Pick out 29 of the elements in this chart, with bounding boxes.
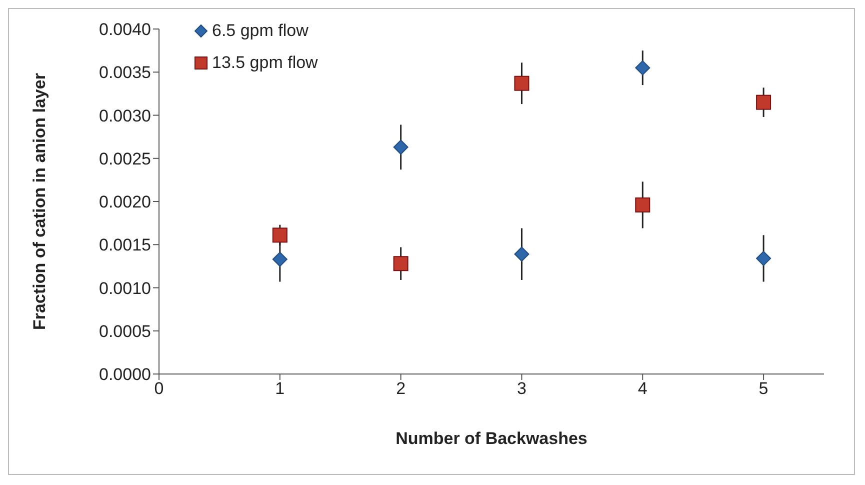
point bbox=[393, 140, 408, 155]
legend-label: 13.5 gpm flow bbox=[212, 53, 318, 73]
y-tick-label: 0.0015 bbox=[99, 236, 151, 255]
y-tick-label: 0.0025 bbox=[99, 149, 151, 168]
point bbox=[514, 76, 530, 91]
point bbox=[635, 197, 650, 212]
legend-label: 6.5 gpm flow bbox=[212, 21, 308, 41]
y-tick-label: 0.0035 bbox=[99, 63, 151, 82]
point bbox=[635, 60, 650, 76]
y-tick-label: 0.0020 bbox=[99, 192, 151, 212]
point bbox=[756, 94, 772, 110]
x-axis-title: Number of Backwashes bbox=[396, 429, 588, 448]
point bbox=[272, 252, 288, 267]
x-tick-label: 4 bbox=[638, 379, 648, 398]
y-tick-label: 0.0000 bbox=[99, 365, 151, 384]
y-tick-label: 0.0005 bbox=[99, 322, 151, 341]
x-tick-label: 0 bbox=[154, 379, 164, 398]
y-axis-title: Fraction of cation in anion layer bbox=[30, 72, 50, 330]
y-tick-label: 0.0030 bbox=[99, 106, 151, 126]
x-tick-label: 2 bbox=[396, 379, 406, 398]
y-tick-label: 0.0040 bbox=[99, 20, 151, 40]
x-tick-label: 5 bbox=[758, 379, 768, 398]
point bbox=[756, 250, 772, 266]
x-tick-label: 1 bbox=[275, 379, 285, 398]
y-tick-label: 0.0010 bbox=[99, 278, 151, 298]
x-tick-label: 3 bbox=[516, 379, 526, 398]
point bbox=[272, 228, 288, 243]
point bbox=[514, 246, 530, 262]
point bbox=[393, 256, 408, 272]
